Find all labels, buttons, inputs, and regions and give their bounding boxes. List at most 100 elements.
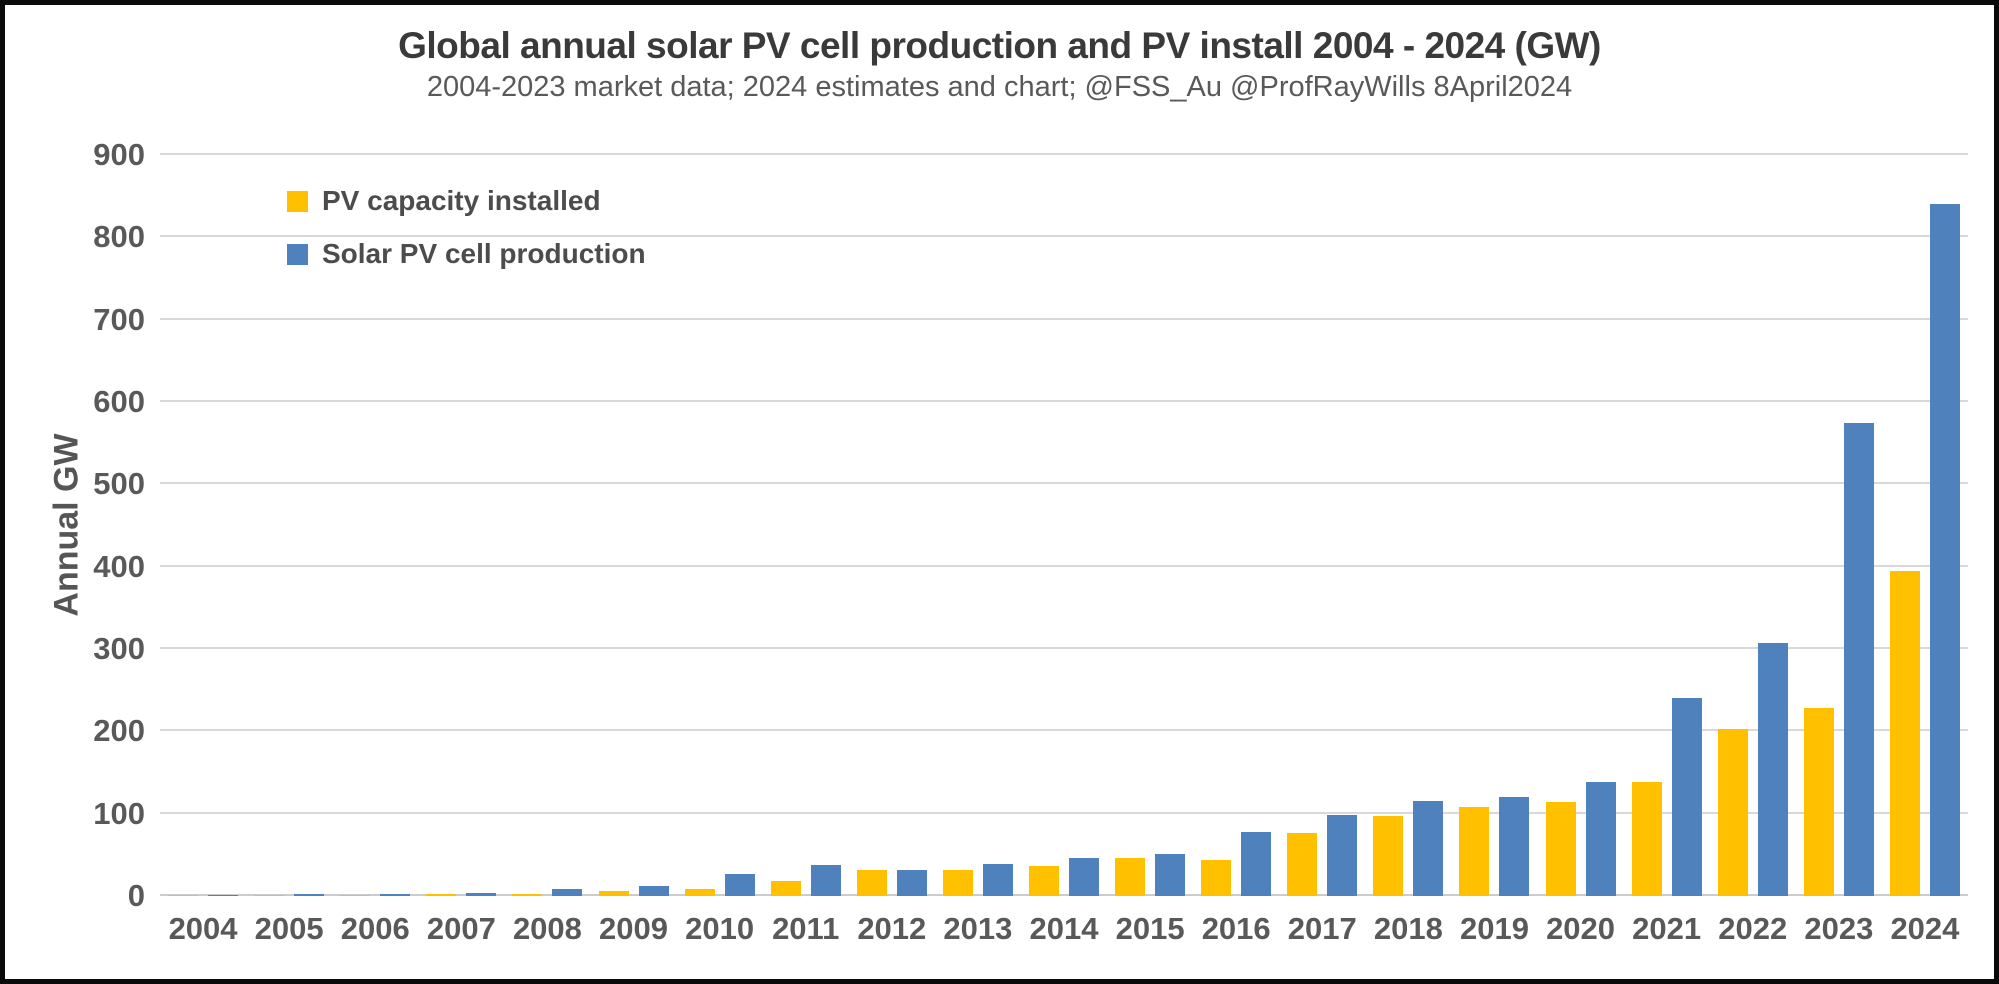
year-group-2010 <box>677 155 763 896</box>
x-label-2011: 2011 <box>772 911 840 946</box>
year-group-2009 <box>590 155 676 896</box>
bar-series-container <box>160 155 1968 896</box>
legend-swatch-icon <box>287 243 308 265</box>
x-label-2005: 2005 <box>254 911 324 946</box>
year-group-2011 <box>763 155 849 896</box>
legend-label-0: PV capacity installed <box>322 185 601 216</box>
year-group-2020 <box>1538 155 1624 896</box>
gridline-400 <box>160 564 1968 567</box>
gridline-500 <box>160 482 1968 485</box>
y-tick-label-500: 500 <box>93 466 145 502</box>
x-label-2008: 2008 <box>512 911 582 946</box>
y-tick-label-800: 800 <box>93 219 145 255</box>
x-axis-labels: 2004 2005 2006 2007 2008 2009 2010 2011 2012 2013… <box>160 911 1968 947</box>
gridline-100 <box>160 811 1968 814</box>
bar-2020-production <box>1585 781 1616 896</box>
x-label-2020: 2020 <box>1546 911 1616 946</box>
year-group-2015 <box>1107 155 1193 896</box>
y-tick-label-200: 200 <box>93 713 145 749</box>
x-label-2019: 2019 <box>1459 911 1529 946</box>
x-label-2016: 2016 <box>1201 911 1271 946</box>
x-label-2018: 2018 <box>1373 911 1443 946</box>
bar-2017-installed <box>1287 832 1318 896</box>
bar-2007-production <box>466 892 497 896</box>
bar-2015-production <box>1155 854 1186 896</box>
bar-2011-production <box>810 864 841 896</box>
y-axis-title: Annual GW <box>47 433 86 617</box>
legend-item-0: PV capacity installed <box>287 185 646 216</box>
legend: PV capacity installed Solar PV cell produ… <box>287 185 646 292</box>
bar-2004-production <box>208 895 239 896</box>
bar-2019-installed <box>1459 807 1490 896</box>
x-label-2021: 2021 <box>1632 911 1702 946</box>
bar-2023-production <box>1843 422 1874 896</box>
bar-2019-production <box>1499 797 1530 896</box>
year-group-2013 <box>935 155 1021 896</box>
bar-2006-installed <box>340 894 371 896</box>
y-tick-label-400: 400 <box>93 548 145 584</box>
year-group-2004 <box>160 155 246 896</box>
bar-2011-installed <box>770 881 801 896</box>
year-group-2016 <box>1193 155 1279 896</box>
x-label-2022: 2022 <box>1718 911 1788 946</box>
bar-2020-installed <box>1545 802 1576 896</box>
year-group-2021 <box>1624 155 1710 896</box>
gridline-300 <box>160 647 1968 649</box>
year-group-2017 <box>1279 155 1365 896</box>
bar-2014-production <box>1068 858 1099 896</box>
bar-2013-production <box>982 863 1013 896</box>
bar-2010-production <box>724 873 755 896</box>
bar-2014-installed <box>1028 865 1059 896</box>
chart-subtitle: 2004-2023 market data; 2024 estimates an… <box>426 71 1573 103</box>
year-group-2019 <box>1451 155 1537 896</box>
year-group-2014 <box>1021 155 1107 896</box>
year-group-2024 <box>1882 155 1968 896</box>
chart-title: Global annual solar PV cell production a… <box>398 25 1601 66</box>
year-group-2006 <box>332 155 418 896</box>
legend-item-1: Solar PV cell production <box>287 238 646 269</box>
bar-2004-installed <box>168 895 199 896</box>
x-label-2015: 2015 <box>1115 911 1185 946</box>
year-group-2005 <box>246 155 332 896</box>
bar-2009-installed <box>598 891 629 896</box>
gridline-0 <box>160 894 1968 896</box>
gridline-200 <box>160 729 1968 732</box>
bar-2016-production <box>1241 831 1272 896</box>
year-group-2018 <box>1365 155 1451 896</box>
bar-2024-installed <box>1889 570 1920 896</box>
gridline-600 <box>160 400 1968 402</box>
y-tick-label-700: 700 <box>93 301 145 337</box>
y-tick-label-900: 900 <box>93 137 145 172</box>
bar-2017-production <box>1327 815 1358 896</box>
year-group-2023 <box>1796 155 1882 896</box>
year-group-2008 <box>504 155 590 896</box>
bar-2009-production <box>638 886 669 896</box>
bar-2024-production <box>1929 204 1960 896</box>
y-tick-label-300: 300 <box>93 631 145 666</box>
bar-2015-installed <box>1115 858 1146 896</box>
bar-2007-installed <box>426 894 457 896</box>
bar-2010-installed <box>684 889 715 896</box>
bar-2023-installed <box>1803 708 1834 896</box>
bar-2013-installed <box>942 870 973 896</box>
legend-label-1: Solar PV cell production <box>322 238 646 269</box>
bar-2012-installed <box>856 870 887 896</box>
bar-2005-production <box>294 894 325 896</box>
gridline-900 <box>160 153 1968 155</box>
bar-2018-production <box>1413 800 1444 896</box>
y-tick-label-600: 600 <box>93 384 145 419</box>
bar-2016-installed <box>1201 859 1232 896</box>
x-label-2007: 2007 <box>426 911 496 946</box>
x-label-2023: 2023 <box>1804 911 1874 946</box>
gridline-700 <box>160 317 1968 320</box>
x-label-2006: 2006 <box>340 911 410 946</box>
y-tick-label-0: 0 <box>127 878 145 913</box>
x-label-2004: 2004 <box>168 911 238 946</box>
x-label-2014: 2014 <box>1029 911 1099 946</box>
x-label-2017: 2017 <box>1287 911 1357 946</box>
bar-2012-production <box>896 870 927 896</box>
y-tick-label-100: 100 <box>93 795 145 831</box>
x-label-2024: 2024 <box>1890 911 1960 946</box>
bar-2021-installed <box>1631 781 1662 896</box>
bar-2021-production <box>1671 698 1702 896</box>
